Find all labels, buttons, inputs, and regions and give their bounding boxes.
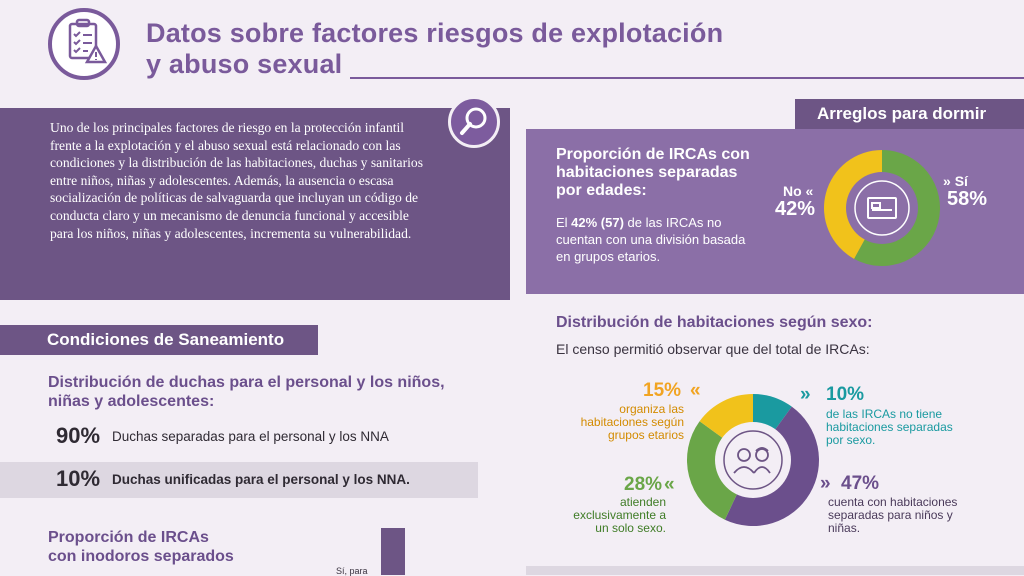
toilets-title-line2: con inodoros separados <box>48 548 234 565</box>
age-donut <box>822 148 942 268</box>
text-age-groups: organiza las habitaciones según grupos e… <box>580 402 684 442</box>
pct-separated: 47% <box>841 473 880 494</box>
chevron-right-icon: » <box>820 473 831 494</box>
text-separated: cuenta con habitaciones separadas para n… <box>828 495 958 535</box>
shower-row-unified: 10% Duchas unificadas para el personal y… <box>0 462 478 498</box>
toilet-bar-label: Sí, para <box>336 566 368 576</box>
sex-distribution-title: Distribución de habitaciones según sexo: <box>556 314 873 331</box>
page-title-line1: Datos sobre factores riesgos de explotac… <box>146 18 724 48</box>
no-pct: 42% <box>775 198 816 220</box>
pct-not-separated: 10% <box>826 384 865 405</box>
toilets-title-line1: Proporción de IRCAs <box>48 529 209 546</box>
age-separation-text: El 42% (57) de las IRCAs no cuentan con … <box>556 214 756 265</box>
showers-title: Distribución de duchas para el personal … <box>48 374 445 410</box>
si-pct: 58% <box>947 188 988 210</box>
boy-girl-icon <box>733 447 771 474</box>
sex-donut <box>686 393 820 527</box>
age-text-post: de las IRCAs no cuentan con una división… <box>556 215 746 264</box>
chevron-right-icon: » <box>800 384 811 405</box>
pct-age-groups: 15% <box>643 380 682 401</box>
sleeping-heading: Arreglos para dormir <box>795 99 1024 129</box>
age-text-pre: El <box>556 215 572 230</box>
chevron-left-icon: « <box>690 380 701 401</box>
sex-distribution-intro: El censo permitió observar que del total… <box>556 341 870 357</box>
pct-single-sex: 28% <box>624 474 663 495</box>
age-separation-title: Proporción de IRCAs con habitaciones sep… <box>556 146 750 199</box>
intro-panel <box>0 108 510 300</box>
shower-pct: 90% <box>56 423 101 448</box>
no-label: No « <box>783 183 814 199</box>
checklist-warning-icon <box>48 8 120 80</box>
age-separation-panel <box>526 129 1024 294</box>
chevron-left-icon: « <box>664 474 675 495</box>
magnifier-icon <box>448 96 500 148</box>
shower-pct: 10% <box>56 466 101 491</box>
toilets-title: Proporción de IRCAs con inodoros separad… <box>48 528 308 566</box>
age-text-bold: 42% (57) <box>571 215 624 230</box>
bottom-panel-edge <box>526 566 1024 575</box>
title-divider <box>350 77 1024 79</box>
text-single-sex: atienden exclusivamente a un solo sexo. <box>573 495 666 535</box>
bed-icon <box>867 197 897 219</box>
page-title-line2: y abuso sexual <box>146 49 343 79</box>
toilet-bar <box>381 528 405 575</box>
page-title: Datos sobre factores riesgos de explotac… <box>146 18 723 80</box>
shower-desc: Duchas separadas para el personal y los … <box>112 429 389 444</box>
shower-desc: Duchas unificadas para el personal y los… <box>112 472 410 487</box>
sanitation-heading: Condiciones de Saneamiento <box>0 325 318 355</box>
si-label: » Sí <box>943 173 968 189</box>
text-not-separated: de las IRCAs no tiene habitaciones separ… <box>826 407 953 447</box>
shower-row-separate: 90% Duchas separadas para el personal y … <box>0 419 478 455</box>
intro-text: Uno de los principales factores de riesg… <box>50 120 423 241</box>
